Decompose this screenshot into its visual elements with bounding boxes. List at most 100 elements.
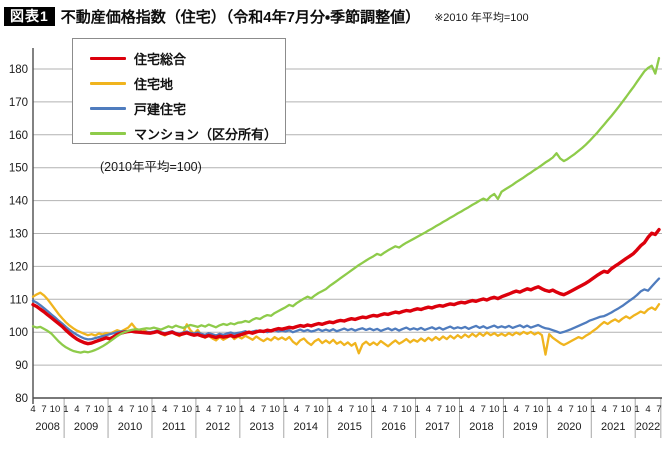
svg-text:1: 1 <box>195 404 200 415</box>
svg-text:2013: 2013 <box>250 421 274 433</box>
x-year-labels: 2008 2009 2010 2011 2012 2013 2014 2015 2016 2017… <box>35 421 660 433</box>
svg-text:2017: 2017 <box>425 421 449 433</box>
svg-text:130: 130 <box>9 229 28 241</box>
svg-text:4: 4 <box>30 404 35 415</box>
svg-text:10: 10 <box>50 404 61 415</box>
svg-text:2021: 2021 <box>601 421 625 433</box>
svg-text:1: 1 <box>327 404 332 415</box>
legend-label-condominium: マンション（区分所有） <box>134 127 278 142</box>
series-line-3 <box>31 56 661 354</box>
svg-text:10: 10 <box>357 404 368 415</box>
svg-text:10: 10 <box>138 404 149 415</box>
svg-text:4: 4 <box>382 404 387 415</box>
svg-text:4: 4 <box>206 404 211 415</box>
series-line-0 <box>31 227 661 346</box>
legend-swatch-residential-total <box>90 57 126 60</box>
legend-label-residential-total: 住宅総合 <box>134 52 187 67</box>
legend-item-residential-total: 住宅総合 <box>90 46 285 71</box>
svg-text:7: 7 <box>85 404 90 415</box>
figure-badge: 図表1 <box>4 6 55 26</box>
legend-label-detached-house: 戸建住宅 <box>134 102 187 117</box>
svg-text:1: 1 <box>634 404 639 415</box>
svg-text:2020: 2020 <box>557 421 581 433</box>
svg-text:2012: 2012 <box>206 421 230 433</box>
svg-text:100: 100 <box>9 327 28 339</box>
base-year-note: ※2010 年平均=100 <box>434 12 529 24</box>
legend-swatch-residential-land <box>90 82 126 85</box>
legend-swatch-detached-house <box>90 107 126 110</box>
series-lines <box>31 56 661 356</box>
svg-text:1: 1 <box>415 404 420 415</box>
svg-text:4: 4 <box>601 404 606 415</box>
svg-text:1: 1 <box>107 404 112 415</box>
svg-text:1: 1 <box>283 404 288 415</box>
svg-text:150: 150 <box>9 163 28 175</box>
svg-text:4: 4 <box>470 404 475 415</box>
svg-text:7: 7 <box>41 404 46 415</box>
svg-text:1: 1 <box>371 404 376 415</box>
svg-text:180: 180 <box>9 64 28 76</box>
svg-text:120: 120 <box>9 261 28 273</box>
svg-text:2010: 2010 <box>118 421 142 433</box>
svg-text:7: 7 <box>129 404 134 415</box>
svg-text:140: 140 <box>9 196 28 208</box>
svg-text:10: 10 <box>533 404 544 415</box>
svg-text:2015: 2015 <box>337 421 361 433</box>
legend-item-condominium: マンション（区分所有） <box>90 121 285 146</box>
svg-text:2009: 2009 <box>74 421 98 433</box>
legend-label-residential-land: 住宅地 <box>134 77 174 92</box>
svg-text:7: 7 <box>525 404 530 415</box>
svg-text:10: 10 <box>313 404 324 415</box>
svg-text:2008: 2008 <box>35 421 59 433</box>
svg-text:4: 4 <box>645 404 650 415</box>
axes <box>32 48 662 404</box>
svg-text:7: 7 <box>393 404 398 415</box>
svg-text:7: 7 <box>305 404 310 415</box>
svg-text:1: 1 <box>590 404 595 415</box>
svg-text:4: 4 <box>514 404 519 415</box>
svg-text:7: 7 <box>656 404 661 415</box>
svg-text:10: 10 <box>225 404 236 415</box>
svg-text:4: 4 <box>162 404 167 415</box>
svg-text:7: 7 <box>612 404 617 415</box>
svg-text:2014: 2014 <box>293 421 317 433</box>
svg-text:4: 4 <box>118 404 123 415</box>
svg-text:10: 10 <box>445 404 456 415</box>
svg-text:4: 4 <box>294 404 299 415</box>
year-separators <box>63 398 662 438</box>
svg-text:10: 10 <box>269 404 280 415</box>
svg-text:10: 10 <box>401 404 412 415</box>
svg-text:1: 1 <box>63 404 68 415</box>
svg-text:90: 90 <box>15 360 28 372</box>
svg-text:2011: 2011 <box>162 421 186 433</box>
svg-text:7: 7 <box>481 404 486 415</box>
svg-text:10: 10 <box>621 404 632 415</box>
svg-text:160: 160 <box>9 130 28 142</box>
svg-text:7: 7 <box>217 404 222 415</box>
svg-text:10: 10 <box>489 404 500 415</box>
chart-legend: 住宅総合 住宅地 戸建住宅 マンション（区分所有） <box>72 38 286 144</box>
svg-text:2016: 2016 <box>381 421 405 433</box>
svg-text:7: 7 <box>261 404 266 415</box>
x-month-labels: 4 7 10 1 4 7 10 1 4 7 10 1 4 7 10 1 4 7 10 1 4 7 10 1 4 7 10 1 4 7 10 1… <box>30 404 661 415</box>
svg-text:110: 110 <box>10 294 28 306</box>
svg-text:170: 170 <box>9 97 28 109</box>
svg-text:1: 1 <box>459 404 464 415</box>
svg-text:1: 1 <box>239 404 244 415</box>
svg-text:2018: 2018 <box>469 421 493 433</box>
svg-text:10: 10 <box>577 404 588 415</box>
title-bar: 図表1 不動産価格指数（住宅）（令和4年7月分・季節調整値） ※2010 年平均… <box>4 4 666 28</box>
svg-text:10: 10 <box>94 404 105 415</box>
y-axis-labels: 80 90 100 110 120 130 140 150 160 170 180 <box>9 64 28 405</box>
svg-text:1: 1 <box>151 404 156 415</box>
svg-text:1: 1 <box>503 404 508 415</box>
svg-text:2022: 2022 <box>636 421 660 433</box>
legend-item-detached-house: 戸建住宅 <box>90 96 285 121</box>
svg-text:80: 80 <box>15 393 28 405</box>
axis-base-note: (2010年平均=100) <box>100 160 202 174</box>
svg-text:2019: 2019 <box>513 421 537 433</box>
svg-text:7: 7 <box>173 404 178 415</box>
svg-text:7: 7 <box>568 404 573 415</box>
